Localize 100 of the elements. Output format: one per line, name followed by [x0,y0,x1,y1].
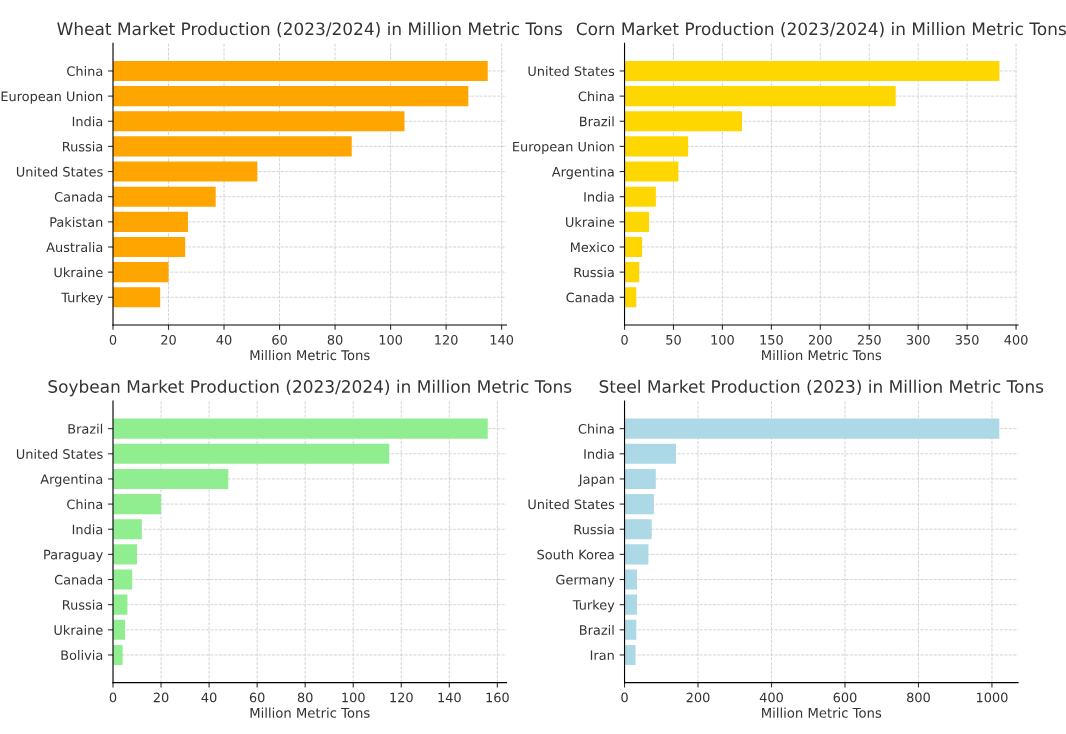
x-axis-title: Million Metric Tons [250,349,370,361]
chart-title: Corn Market Production (2023/2024) in Million Metric Tons [576,22,1066,38]
bar [624,619,637,640]
y-tick-label: European Union [513,141,614,154]
bar [113,569,133,590]
y-tick-label: Mexico [570,242,615,253]
x-tick-label: 100 [342,692,365,703]
y-tick-label: Germany [556,574,615,588]
bar [113,236,186,258]
bar [113,644,123,666]
chart-title: Steel Market Production (2023) in Million Metric Tons [599,379,1044,395]
y-tick-label: Turkey [61,292,103,305]
x-tick-label: 400 [1004,334,1028,345]
x-tick-label: 300 [906,334,930,345]
y-tick-label: India [72,116,103,127]
x-tick-label: 100 [379,334,403,345]
x-tick-label: 120 [390,692,413,703]
bar [113,443,390,464]
x-tick-label: 20 [161,334,176,345]
y-tick-label: Australia [46,242,103,253]
y-tick-label: Argentina [551,166,614,180]
bar [624,443,676,464]
bar [113,186,216,207]
bar [624,468,656,489]
y-tick-label: Russia [574,524,614,535]
bar [624,644,636,666]
bar [624,418,1000,439]
x-tick-label: 600 [833,692,857,703]
x-tick-label: 1000 [976,692,1008,703]
x-tick-label: 0 [621,334,628,345]
y-tick-label: Pakistan [50,216,103,227]
bar [113,544,138,565]
y-tick-label: Ukraine [54,624,103,635]
bar [624,262,640,283]
bar [624,594,638,615]
y-tick-label: Japan [578,474,614,487]
bar [624,519,652,540]
bar [624,544,649,565]
x-tick-label: 400 [759,692,783,703]
bar [113,287,161,308]
bar [113,494,162,515]
bar [624,161,679,182]
chart-title: Soybean Market Production (2023/2024) in Million Metric Tons [48,379,572,397]
bar [113,211,188,232]
y-tick-label: European Union [1,91,103,104]
bar [624,111,742,132]
bar [113,161,258,182]
y-tick-label: India [584,448,614,459]
y-tick-label: Canada [566,292,614,303]
x-tick-label: 800 [907,692,930,703]
bar [113,262,169,283]
x-tick-label: 60 [272,334,287,345]
bar [113,60,488,82]
x-tick-label: 100 [711,334,734,345]
bar [624,211,650,232]
bar [113,111,405,132]
x-tick-label: 60 [249,692,265,703]
bar [113,594,128,615]
x-tick-label: 80 [297,692,313,703]
x-tick-label: 20 [153,692,169,703]
y-tick-label: Brazil [580,116,614,127]
x-axis-title: Million Metric Tons [762,707,882,718]
y-tick-label: China [67,499,103,510]
x-tick-label: 250 [857,334,881,345]
y-tick-label: India [584,191,614,202]
x-tick-label: 150 [760,334,783,345]
bar [624,186,656,207]
y-tick-label: Iran [590,650,614,661]
y-tick-label: India [72,524,103,535]
y-tick-label: China [67,66,103,77]
y-tick-label: China [578,423,614,434]
y-tick-label: United States [16,166,103,177]
x-tick-label: 50 [666,334,681,345]
y-tick-label: South Korea [537,549,614,560]
bar [113,418,488,439]
y-tick-label: Turkey [572,599,615,613]
y-tick-label: Canada [54,574,103,585]
bar [624,60,1000,82]
x-tick-label: 160 [486,692,509,703]
x-tick-label: 120 [435,334,458,345]
bar [113,86,469,107]
y-tick-label: Ukraine [54,267,103,278]
y-tick-label: Canada [54,191,103,202]
y-tick-label: Russia [63,141,103,152]
y-tick-label: Russia [574,267,614,278]
x-tick-label: 200 [808,334,832,345]
bar [624,494,654,515]
bar [113,468,229,489]
y-tick-label: Brazil [68,423,103,434]
y-tick-label: Russia [63,599,103,610]
chart-title: Wheat Market Production (2023/2024) in Million Metric Tons [57,22,563,38]
bar [113,619,126,640]
x-axis-title: Million Metric Tons [762,349,882,361]
bar [624,236,643,258]
y-tick-label: China [578,91,614,102]
x-tick-label: 40 [216,334,232,345]
x-tick-label: 0 [109,692,117,703]
bar [624,569,638,590]
y-tick-label: Bolivia [61,650,103,661]
y-tick-label: Argentina [40,474,103,487]
